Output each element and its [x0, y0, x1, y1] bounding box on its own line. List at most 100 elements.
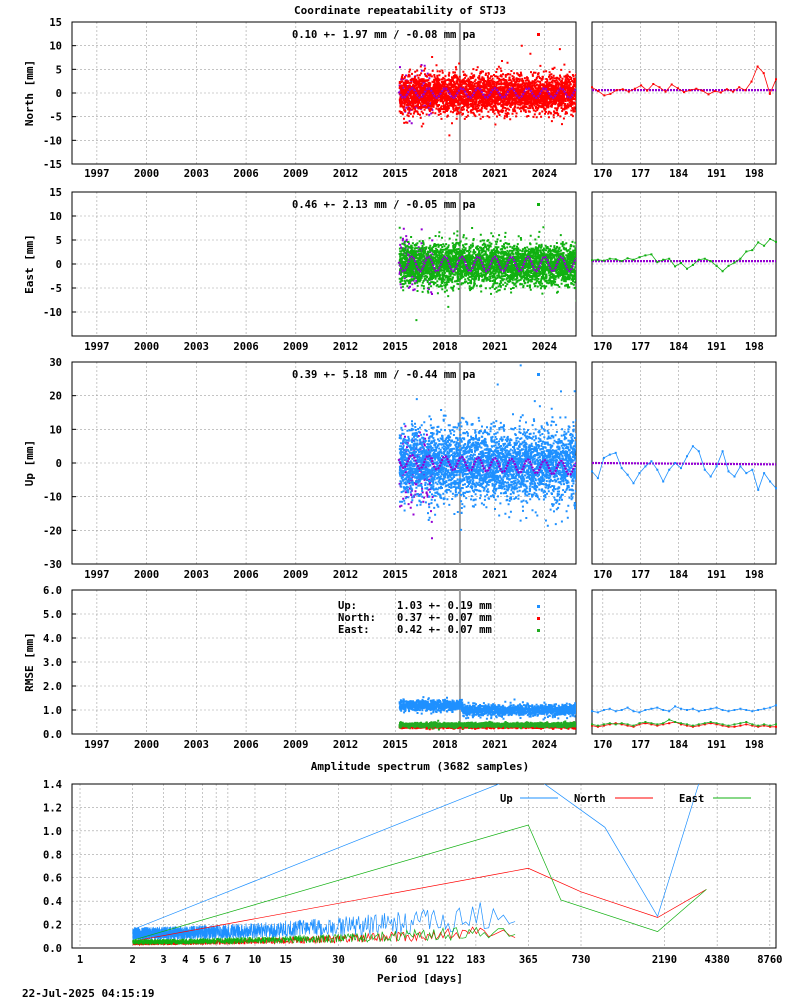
y-tick-label: -10 [43, 307, 62, 319]
x-tick-label: 2012 [333, 168, 358, 180]
data-points-rmse [398, 696, 576, 731]
recent-x-tick-label: 170 [593, 341, 612, 353]
data-points-east [397, 226, 576, 322]
y-tick-label: -30 [43, 559, 62, 571]
spectrum-x-tick-label: 6 [213, 954, 219, 966]
plot-frame [591, 589, 777, 735]
x-tick-label: 2021 [482, 739, 507, 751]
spectrum-y-tick-label: 0.6 [43, 873, 62, 885]
x-tick-label: 2003 [184, 341, 209, 353]
rmse-points-east [398, 719, 576, 731]
x-tick-label: 2024 [532, 569, 557, 581]
recent-series-points [591, 65, 777, 97]
statistics-annotation: 0.39 +- 5.18 mm / -0.44 mm pa [292, 369, 475, 381]
recent-series-line [591, 445, 777, 492]
spectrum-x-tick-label: 2 [130, 954, 136, 966]
y-tick-label: 0 [56, 259, 62, 271]
spectrum-x-tick-label: 8760 [757, 954, 782, 966]
timestamp: 22-Jul-2025 04:15:19 [22, 987, 154, 1000]
legend-marker [537, 203, 540, 206]
y-tick-label: 4.0 [43, 633, 62, 645]
y-tick-label: -10 [43, 135, 62, 147]
chart-title: Coordinate repeatability of STJ3 [294, 4, 506, 17]
recent-x-tick-label: 177 [631, 168, 650, 180]
seasonal-model-line [397, 453, 576, 476]
x-tick-label: 2015 [383, 569, 408, 581]
rmse-legend-value: 0.37 +- 0.07 mm [397, 612, 492, 624]
observation-points [398, 226, 576, 322]
recent-x-tick-label: 184 [669, 739, 688, 751]
legend-marker [537, 33, 540, 36]
x-tick-label: 2006 [233, 569, 258, 581]
recent-x-tick-label: 177 [631, 341, 650, 353]
x-tick-label: 2009 [283, 341, 308, 353]
y-tick-label: 1.0 [43, 705, 62, 717]
x-tick-label: 2000 [134, 739, 159, 751]
y-tick-label: -15 [43, 159, 62, 171]
y-tick-label: 2.0 [43, 681, 62, 693]
x-tick-label: 2009 [283, 168, 308, 180]
recent-x-tick-label: 191 [707, 168, 726, 180]
x-tick-label: 2021 [482, 341, 507, 353]
recent-x-tick-label: 191 [707, 569, 726, 581]
y-tick-label: 3.0 [43, 657, 62, 669]
y-axis-label: RMSE [mm] [23, 632, 36, 692]
rmse-legend-value: 0.42 +- 0.07 mm [397, 624, 492, 636]
recent-panel-east: 170 177 184 191 198 [591, 191, 777, 353]
x-tick-label: 2012 [333, 341, 358, 353]
rmse-legend-marker [537, 605, 540, 608]
recent-rmse-up-points [591, 704, 777, 714]
legend-marker [537, 373, 540, 376]
recent-x-tick-label: 198 [745, 739, 764, 751]
recent-series-points [591, 445, 777, 491]
recent-x-tick-label: 198 [745, 569, 764, 581]
rmse-legend-marker [537, 629, 540, 632]
spectrum-y-tick-label: 1.4 [43, 779, 62, 791]
rmse-legend-label: Up: [338, 600, 357, 612]
x-tick-label: 2015 [383, 168, 408, 180]
y-tick-label: -5 [49, 283, 62, 295]
y-tick-label: 10 [49, 424, 62, 436]
x-tick-label: 1997 [84, 168, 109, 180]
recent-series-line [591, 238, 777, 272]
spectrum-x-tick-label: 365 [519, 954, 538, 966]
spectrum-x-axis-label: Period [days] [377, 972, 463, 985]
spectrum-x-tick-label: 15 [279, 954, 292, 966]
spectrum-x-tick-label: 730 [572, 954, 591, 966]
y-tick-label: 0 [56, 458, 62, 470]
observation-points [398, 364, 576, 531]
spectrum-x-tick-label: 4380 [705, 954, 730, 966]
y-axis-label: Up [mm] [23, 440, 36, 486]
recent-x-tick-label: 198 [745, 168, 764, 180]
x-tick-label: 2018 [432, 168, 457, 180]
recent-x-tick-label: 177 [631, 569, 650, 581]
recent-x-tick-label: 184 [669, 569, 688, 581]
spectrum-x-tick-label: 2190 [652, 954, 677, 966]
recent-rmse-east-points [591, 718, 777, 727]
y-tick-label: 10 [49, 211, 62, 223]
recent-x-tick-label: 170 [593, 739, 612, 751]
spectrum-legend-label: East [679, 793, 704, 805]
recent-x-tick-label: 184 [669, 168, 688, 180]
x-tick-label: 2009 [283, 569, 308, 581]
recent-x-tick-label: 191 [707, 341, 726, 353]
panel-north: -15 -10 -5 0 5 10 15 1997 2000 2003 2006 2009 2012 20… [23, 17, 577, 180]
x-tick-label: 2024 [532, 168, 557, 180]
spectrum-line-east [132, 824, 707, 946]
spectrum-x-tick-label: 183 [466, 954, 485, 966]
x-tick-label: 2003 [184, 739, 209, 751]
seasonal-model-line [397, 87, 576, 99]
recent-series-points [591, 238, 777, 273]
spectrum-y-tick-label: 0.4 [43, 896, 62, 908]
spectrum-x-tick-label: 4 [182, 954, 188, 966]
rmse-points-up [398, 696, 576, 721]
spectrum-x-tick-label: 60 [385, 954, 398, 966]
y-tick-label: 30 [49, 357, 62, 369]
y-tick-label: 5 [56, 235, 62, 247]
recent-x-tick-label: 198 [745, 341, 764, 353]
plot-frame [591, 191, 777, 337]
x-tick-label: 1997 [84, 569, 109, 581]
x-tick-label: 2006 [233, 168, 258, 180]
spectrum-legend-label: Up [500, 793, 513, 805]
